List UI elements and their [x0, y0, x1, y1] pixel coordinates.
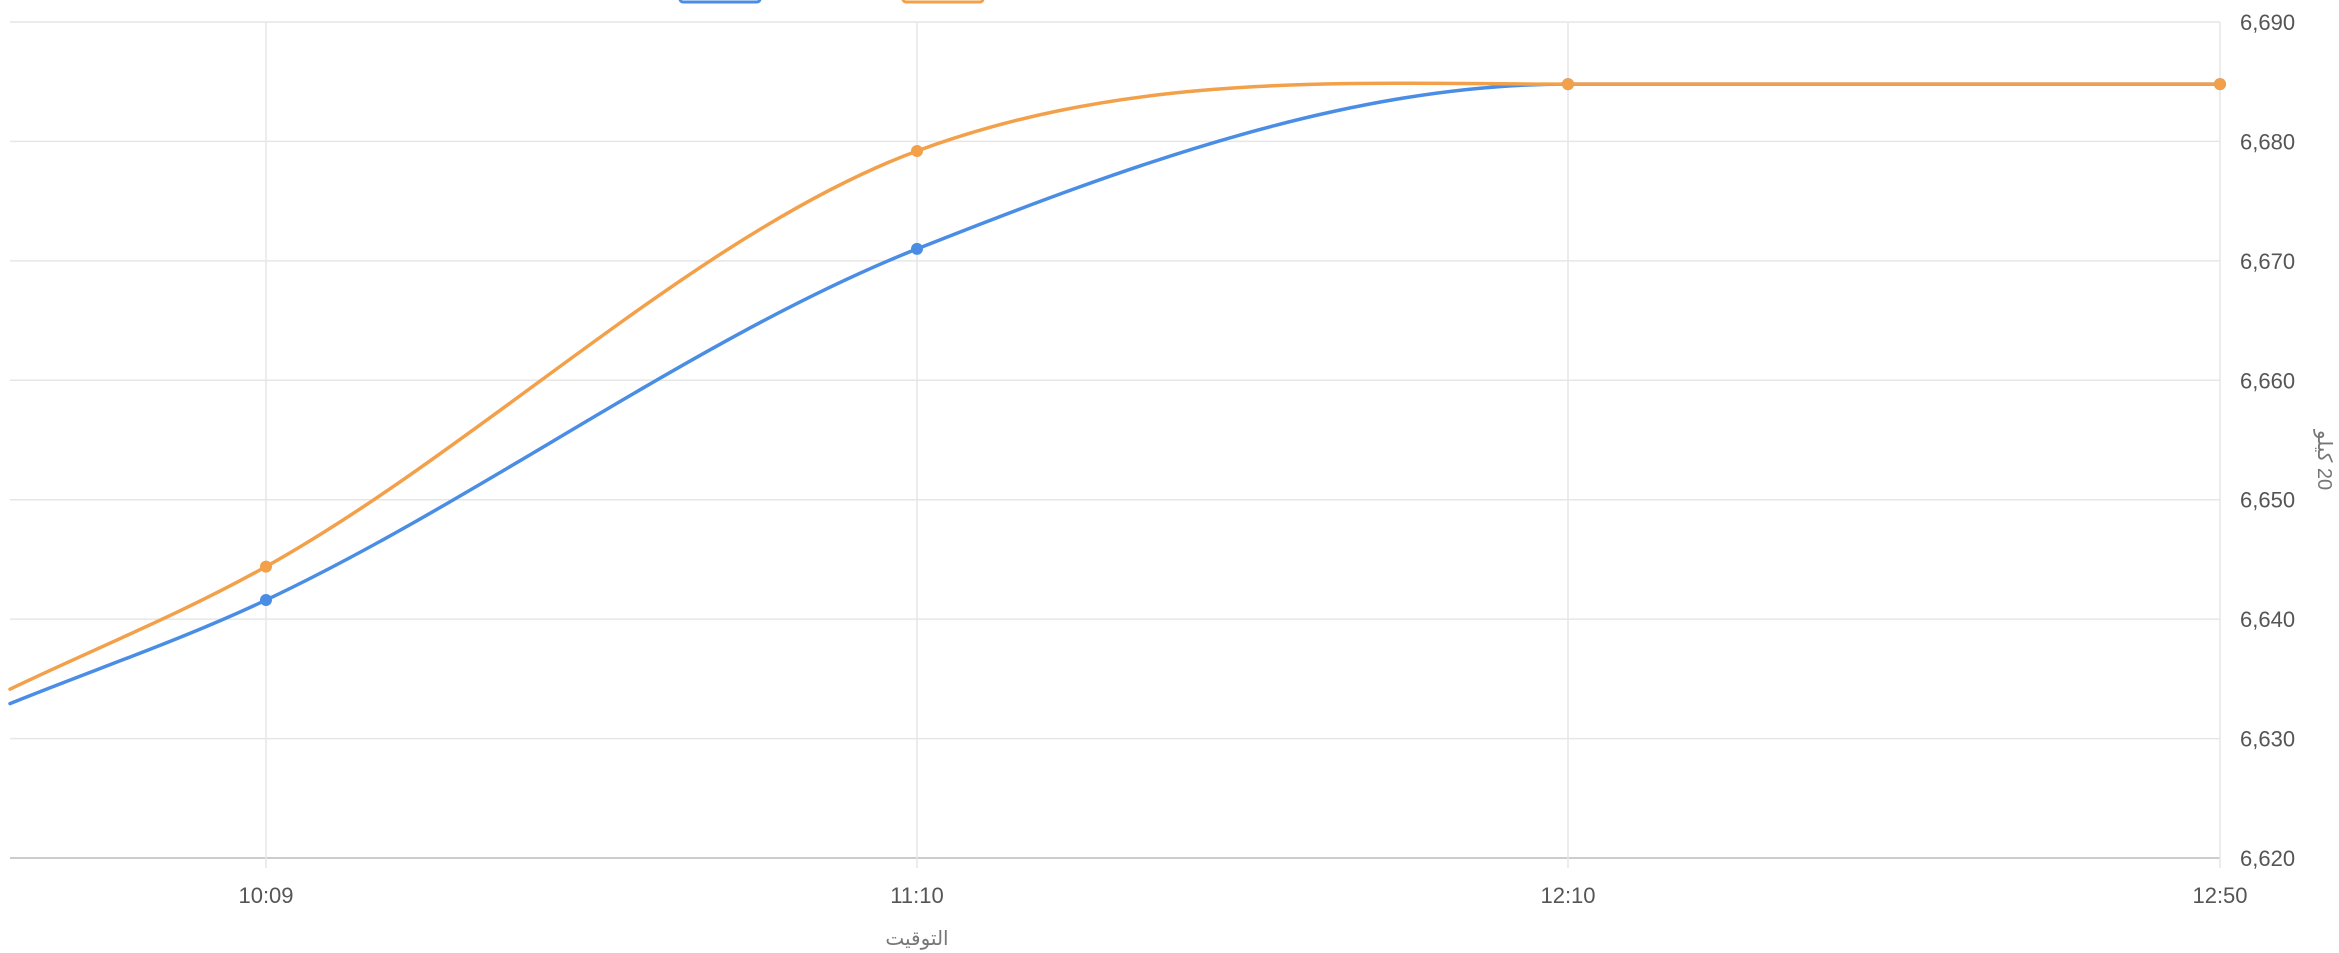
y-tick-label: 6,650 [2240, 488, 2295, 513]
series-1-point [260, 594, 272, 607]
legend [678, 0, 985, 4]
grid-layer [10, 21, 2221, 868]
label-layer: 6,620 6,630 6,640 6,650 6,660 6,670 6,680 6,690… [238, 10, 2295, 908]
y-tick-label: 6,690 [2240, 10, 2295, 35]
y-tick-label: 6,680 [2240, 129, 2295, 154]
series-line-1 [8, 82, 2222, 706]
legend-swatch-2[interactable] [901, 0, 985, 4]
x-axis-title: التوقيت [885, 928, 948, 950]
series-2-point [2214, 78, 2226, 91]
x-tick-label: 12:10 [1540, 883, 1595, 908]
x-tick-label: 11:10 [890, 883, 943, 908]
point-layer [260, 78, 2226, 607]
y-tick-label: 6,660 [2240, 368, 2295, 393]
y-tick-label: 6,630 [2240, 727, 2295, 752]
series-layer [8, 81, 2222, 706]
y-tick-label: 6,620 [2240, 846, 2295, 871]
series-2-point [260, 560, 272, 573]
y-tick-label: 6,640 [2240, 607, 2295, 632]
series-2-point [911, 144, 923, 157]
x-tick-label: 12:50 [2192, 883, 2247, 908]
series-1-point [911, 242, 923, 255]
y-axis-title: 20 كيلو [2313, 429, 2335, 490]
y-tick-label: 6,670 [2240, 249, 2295, 274]
x-tick-label: 10:09 [238, 883, 293, 908]
series-2-point [1562, 78, 1574, 91]
legend-swatch-1[interactable] [678, 0, 762, 4]
